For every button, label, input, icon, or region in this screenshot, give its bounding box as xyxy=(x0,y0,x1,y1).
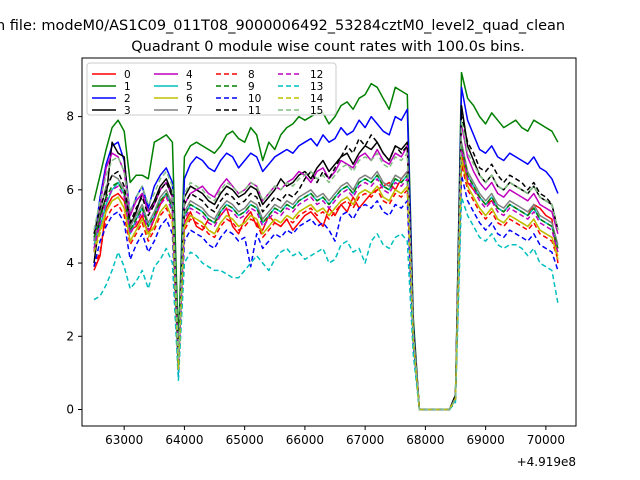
legend-label-6: 6 xyxy=(186,93,193,105)
x-offset-label: +4.919e8 xyxy=(517,455,576,469)
chart-title: Quadrant 0 module wise count rates with … xyxy=(131,39,525,55)
figure-suptitle: n file: modeM0/AS1C09_011T08_9000006492_… xyxy=(0,18,565,34)
plot-lines xyxy=(93,71,559,411)
legend-label-11: 11 xyxy=(248,105,261,117)
x-tick-label: 66000 xyxy=(286,433,324,447)
legend-label-5: 5 xyxy=(186,81,193,93)
y-tick-label: 0 xyxy=(66,403,74,417)
series-line-7 xyxy=(93,141,559,411)
x-tick-label: 63000 xyxy=(105,433,143,447)
legend-label-15: 15 xyxy=(310,105,323,117)
x-tick-label: 65000 xyxy=(226,433,264,447)
series-line-8 xyxy=(93,163,559,411)
legend-label-1: 1 xyxy=(124,81,131,93)
series-line-1 xyxy=(93,71,559,411)
x-tick-label: 69000 xyxy=(467,433,505,447)
legend-label-9: 9 xyxy=(248,81,255,93)
x-tick-label: 70000 xyxy=(527,433,565,447)
series-line-5 xyxy=(93,145,559,411)
legend-label-10: 10 xyxy=(248,93,261,105)
y-tick-label: 4 xyxy=(66,256,74,270)
series-line-2 xyxy=(93,86,559,411)
series-line-11 xyxy=(93,115,559,411)
legend-label-13: 13 xyxy=(310,81,323,93)
legend-label-4: 4 xyxy=(186,69,193,81)
series-line-14 xyxy=(93,156,559,411)
legend-label-2: 2 xyxy=(124,93,131,105)
series-line-12 xyxy=(93,148,559,411)
series-line-0 xyxy=(93,152,559,411)
y-tick-label: 2 xyxy=(66,329,74,343)
legend-label-3: 3 xyxy=(124,105,131,117)
legend-label-14: 14 xyxy=(310,93,324,105)
x-tick-label: 68000 xyxy=(406,433,444,447)
legend-label-8: 8 xyxy=(248,69,255,81)
legend-label-12: 12 xyxy=(310,69,323,81)
y-axis: 0 2 4 6 8 xyxy=(66,110,82,417)
plot-frame xyxy=(81,57,577,427)
y-tick-label: 6 xyxy=(66,183,74,197)
x-tick-label: 67000 xyxy=(346,433,384,447)
legend-label-7: 7 xyxy=(186,105,193,117)
series-line-13 xyxy=(93,196,559,411)
legend-box xyxy=(86,62,337,116)
legend-label-0: 0 xyxy=(124,69,131,81)
x-axis: 63000 64000 65000 66000 67000 68000 69000 70000 xyxy=(105,426,565,447)
series-line-15 xyxy=(93,119,559,411)
x-tick-label: 64000 xyxy=(165,433,203,447)
series-line-10 xyxy=(93,174,559,411)
y-tick-label: 8 xyxy=(66,110,74,124)
